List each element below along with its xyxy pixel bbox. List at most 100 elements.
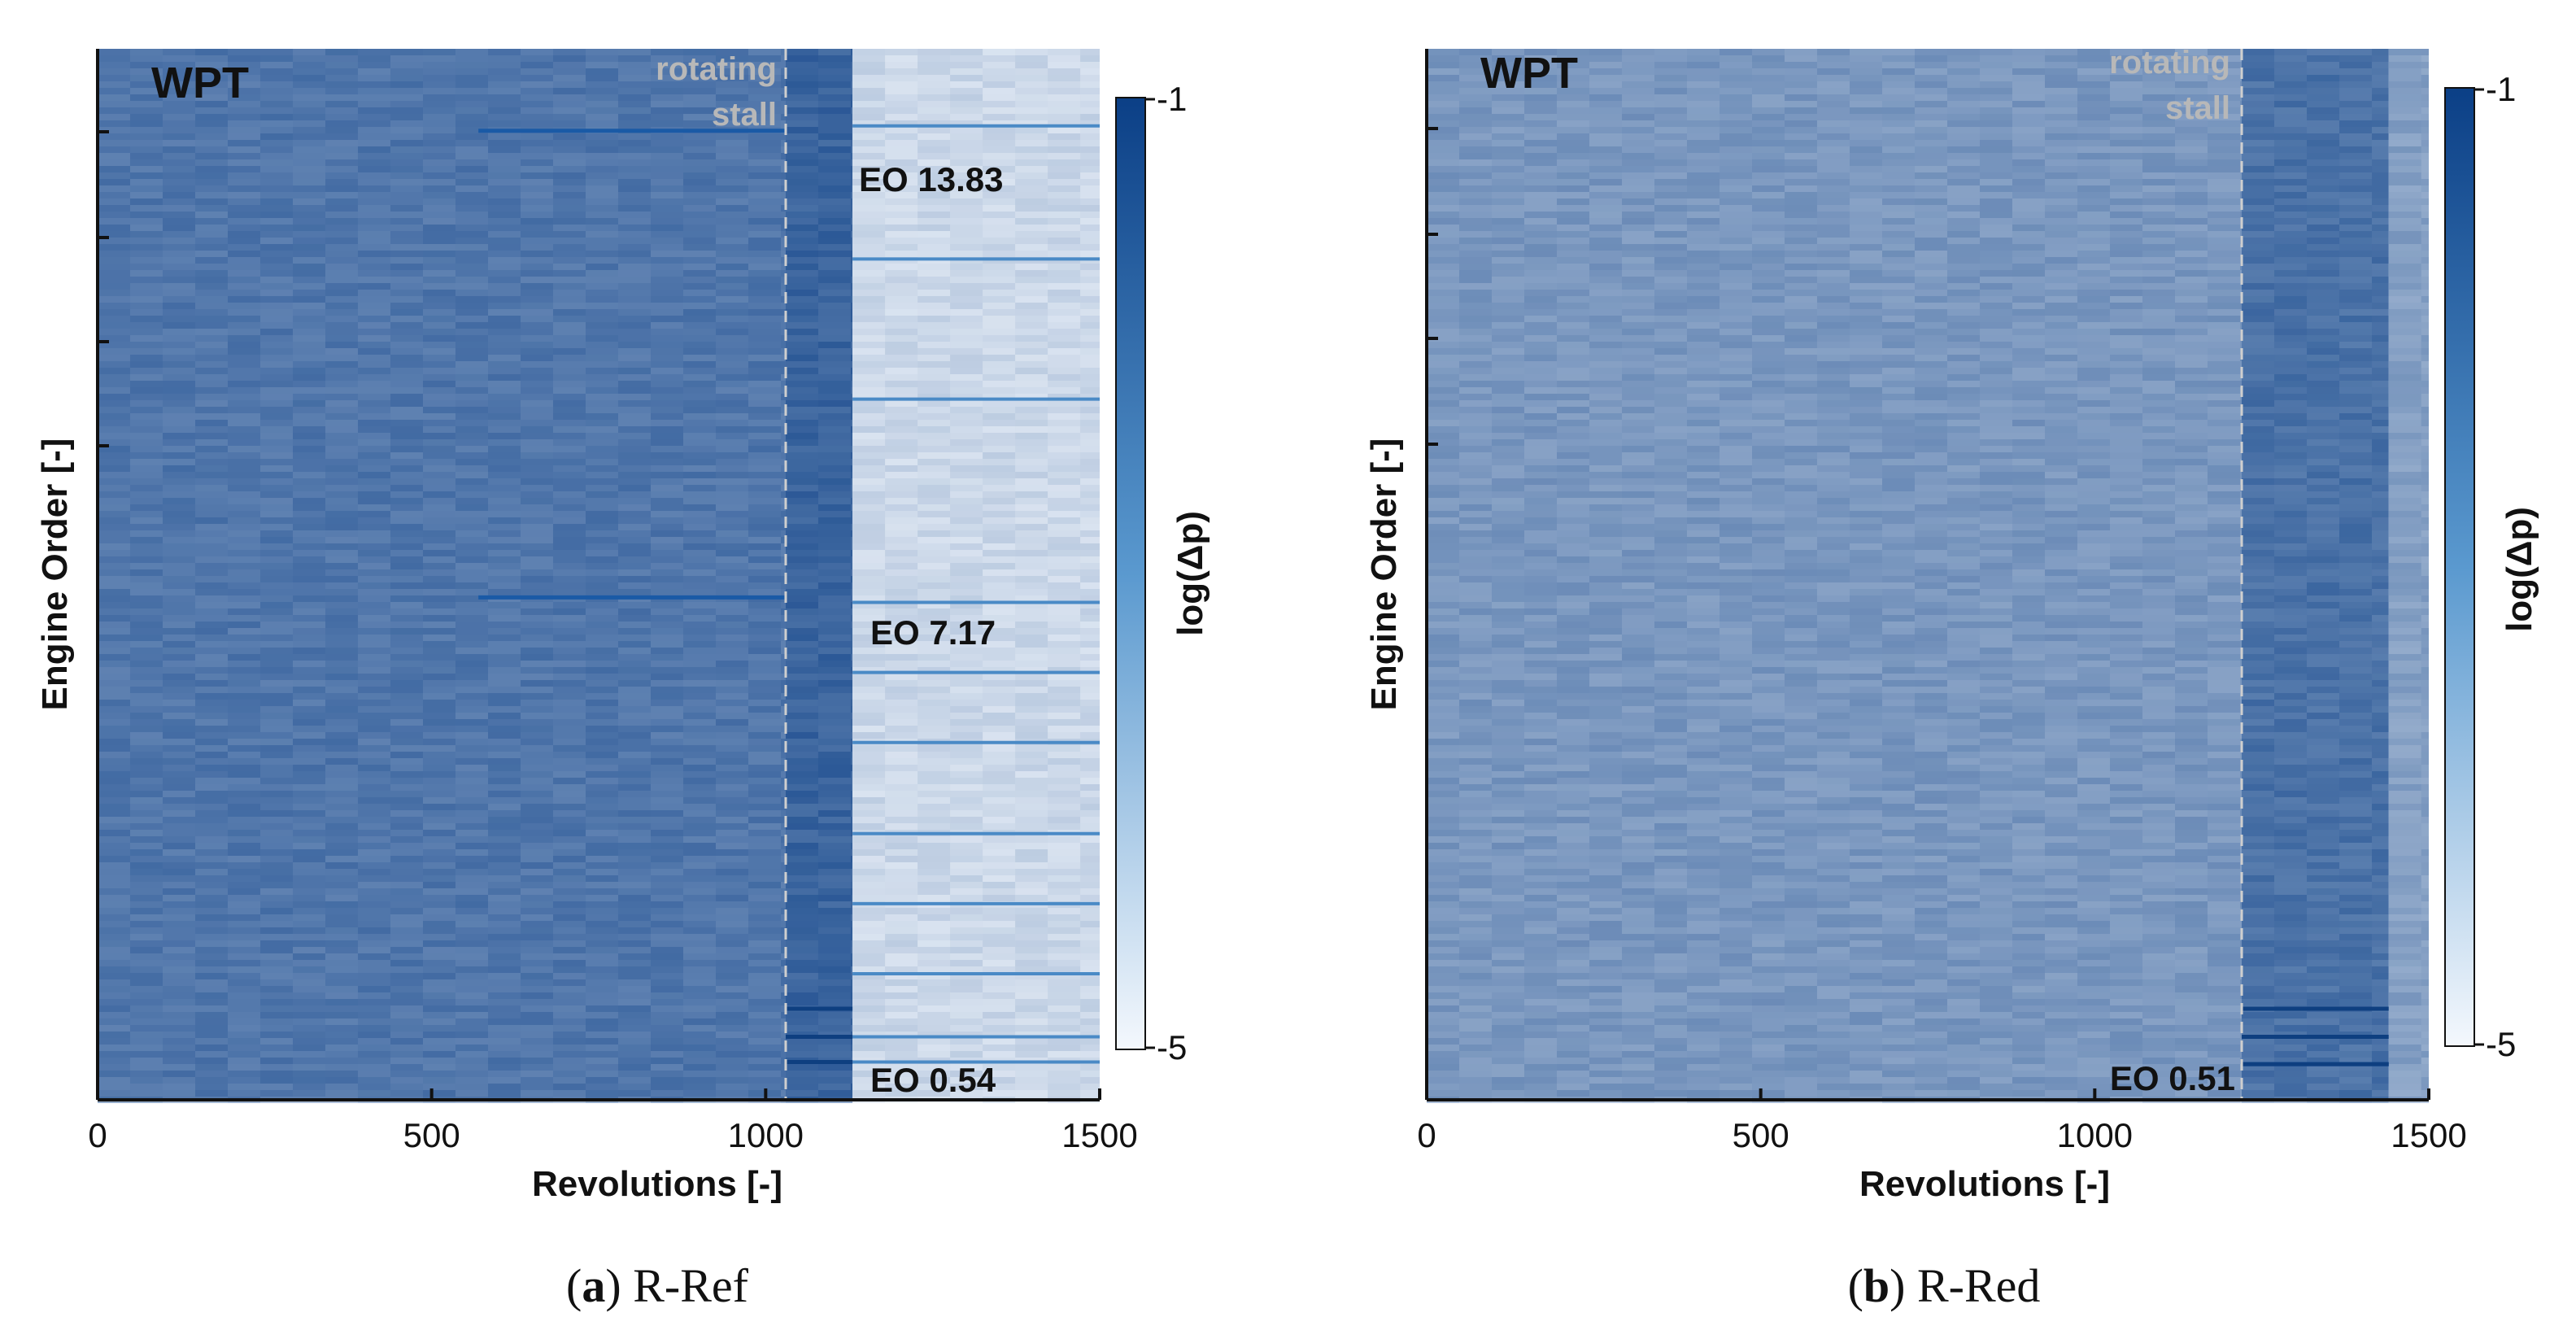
heatmap-cell xyxy=(455,602,488,608)
heatmap-cell xyxy=(163,556,195,563)
heatmap-cell xyxy=(618,166,651,172)
heatmap-cell xyxy=(1015,700,1048,706)
heatmap-cell xyxy=(748,817,781,823)
heatmap-cell xyxy=(163,198,195,205)
heatmap-cell xyxy=(163,823,195,830)
heatmap-cell xyxy=(618,713,651,719)
heatmap-cell xyxy=(950,446,983,452)
heatmap-cell xyxy=(293,192,325,198)
heatmap-cell xyxy=(586,159,618,166)
heatmap-cell xyxy=(850,75,853,81)
heatmap-cell xyxy=(260,504,293,511)
heatmap-cell xyxy=(618,114,651,120)
heatmap-cell xyxy=(1080,472,1100,478)
heatmap-cell xyxy=(716,940,748,947)
heatmap-cell xyxy=(195,882,228,888)
heatmap-cell xyxy=(1080,641,1100,648)
heatmap-cell xyxy=(260,225,293,231)
heatmap-cell xyxy=(195,888,228,895)
heatmap-cell xyxy=(423,485,455,491)
heatmap-cell xyxy=(455,1005,488,1012)
heatmap-cell xyxy=(781,771,786,778)
heatmap-cell xyxy=(195,836,228,843)
heatmap-cell xyxy=(455,420,488,426)
heatmap-cell xyxy=(390,836,423,843)
heatmap-cell xyxy=(716,120,748,127)
heatmap-cell xyxy=(521,368,553,374)
heatmap-cell xyxy=(716,257,748,264)
heatmap-cell xyxy=(785,752,818,758)
heatmap-cell xyxy=(651,888,683,895)
heatmap-cell xyxy=(850,856,853,862)
heatmap-cell xyxy=(817,648,851,654)
heatmap-cell xyxy=(98,1032,130,1038)
heatmap-cell xyxy=(260,817,293,823)
heatmap-cell xyxy=(293,472,325,478)
heatmap-cell xyxy=(716,966,748,973)
heatmap-cell xyxy=(950,765,983,771)
heatmap-cell xyxy=(885,264,918,270)
heatmap-cell xyxy=(748,517,781,524)
heatmap-cell xyxy=(1015,329,1048,335)
heatmap-cell xyxy=(455,635,488,641)
heatmap-cell xyxy=(325,75,358,81)
heatmap-cell xyxy=(1048,153,1081,159)
heatmap-cell xyxy=(850,257,853,264)
heatmap-cell xyxy=(918,478,951,485)
heatmap-cell xyxy=(195,875,228,882)
heatmap-cell xyxy=(885,329,918,335)
heatmap-cell xyxy=(98,127,130,133)
heatmap-cell xyxy=(785,550,818,556)
heatmap-cell xyxy=(488,986,521,992)
heatmap-cell xyxy=(1080,693,1100,700)
heatmap-cell xyxy=(553,101,586,107)
heatmap-cell xyxy=(260,719,293,726)
heatmap-cell xyxy=(918,530,951,537)
heatmap-cell xyxy=(325,823,358,830)
heatmap-cell xyxy=(618,335,651,342)
heatmap-cell xyxy=(521,648,553,654)
heatmap-cell xyxy=(918,667,951,674)
heatmap-cell xyxy=(918,563,951,569)
heatmap-cell xyxy=(1048,569,1081,576)
heatmap-cell xyxy=(716,309,748,316)
heatmap-cell xyxy=(260,120,293,127)
heatmap-cell xyxy=(983,589,1016,595)
heatmap-cell xyxy=(1080,270,1100,277)
heatmap-cell xyxy=(98,426,130,433)
heatmap-cell xyxy=(325,849,358,856)
heatmap-cell xyxy=(1080,94,1100,101)
heatmap-cell xyxy=(423,407,455,413)
heatmap-cell xyxy=(618,810,651,817)
heatmap-cell xyxy=(651,752,683,758)
heatmap-cell xyxy=(228,1090,260,1097)
heatmap-cell xyxy=(455,400,488,407)
heatmap-cell xyxy=(390,452,423,459)
heatmap-cell xyxy=(98,726,130,732)
heatmap-cell xyxy=(228,901,260,908)
heatmap-cell xyxy=(852,309,886,316)
heatmap-cell xyxy=(163,1038,195,1045)
heatmap-cell xyxy=(195,674,228,680)
heatmap-cell xyxy=(195,856,228,862)
heatmap-cell xyxy=(358,635,390,641)
heatmap-cell xyxy=(293,329,325,335)
heatmap-cell xyxy=(850,355,853,361)
heatmap-cell xyxy=(651,543,683,550)
heatmap-cell xyxy=(358,75,390,81)
heatmap-cell xyxy=(1015,608,1048,615)
heatmap-cell xyxy=(98,309,130,316)
heatmap-cell xyxy=(488,836,521,843)
heatmap-cell xyxy=(293,882,325,888)
heatmap-cell xyxy=(228,999,260,1005)
heatmap-cell xyxy=(488,140,521,146)
heatmap-cell xyxy=(325,713,358,719)
heatmap-cell xyxy=(785,1084,818,1090)
heatmap-cell xyxy=(950,413,983,420)
heatmap-cell xyxy=(358,446,390,452)
heatmap-cell xyxy=(817,745,851,752)
heatmap-cell xyxy=(748,550,781,556)
heatmap-cell xyxy=(1048,218,1081,225)
heatmap-cell xyxy=(260,146,293,153)
heatmap-cell xyxy=(521,212,553,218)
